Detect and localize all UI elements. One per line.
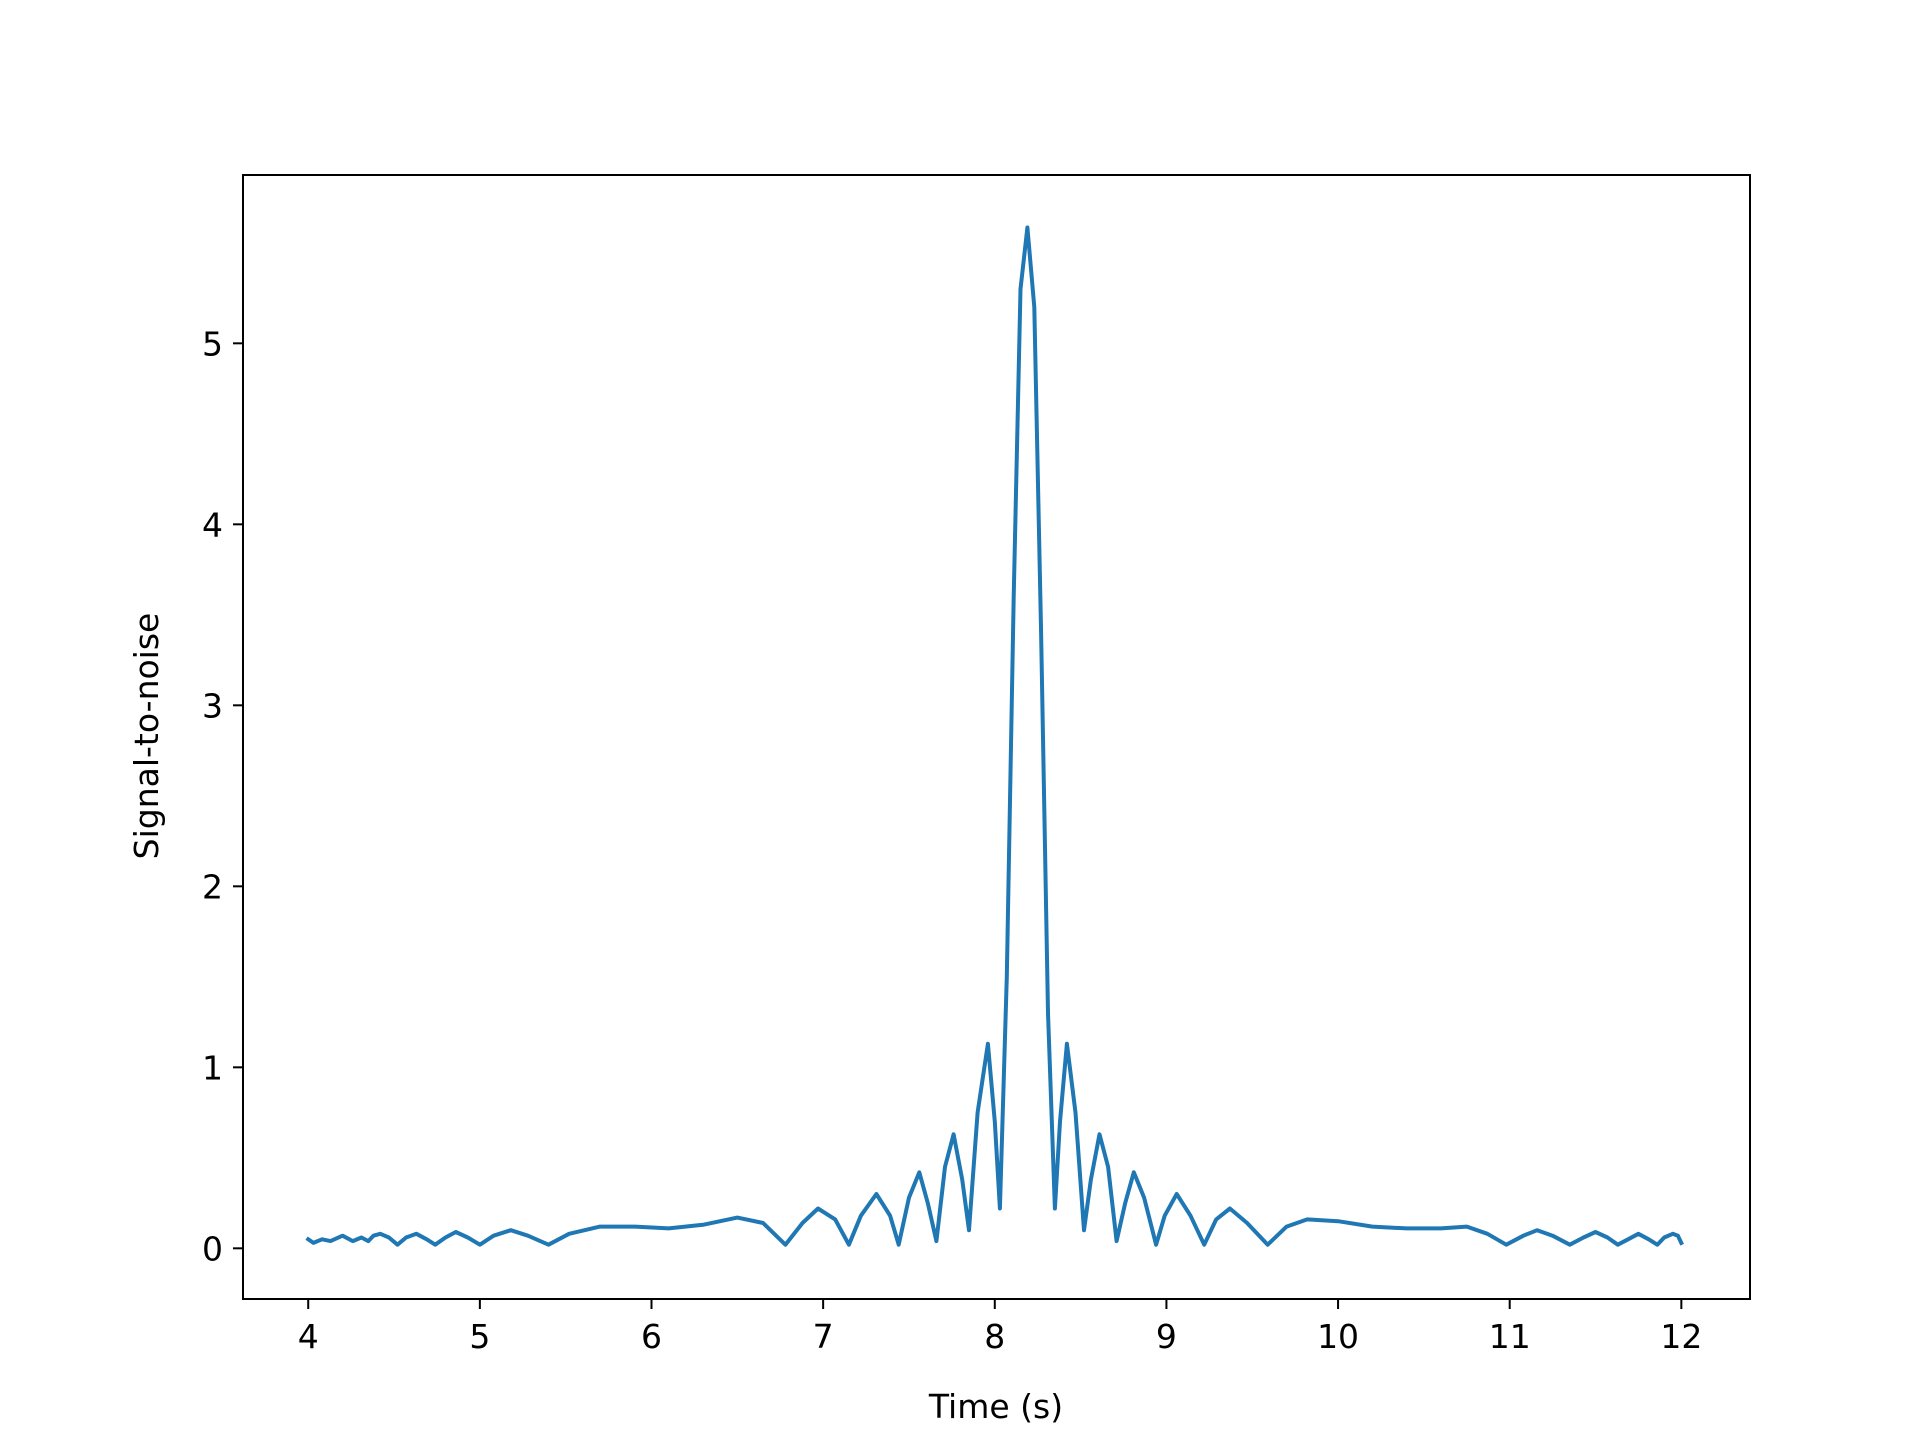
y-tick-label: 2 xyxy=(202,867,223,906)
x-tick-label: 6 xyxy=(641,1317,662,1356)
x-tick-label: 8 xyxy=(984,1317,1005,1356)
y-axis-ticks: 0 1 2 3 4 5 xyxy=(202,324,243,1268)
series-line-0 xyxy=(305,225,1684,1247)
y-tick-label: 4 xyxy=(202,505,223,544)
x-axis-label: Time (s) xyxy=(928,1387,1063,1426)
series-layer xyxy=(305,225,1684,1247)
x-tick-label: 5 xyxy=(469,1317,490,1356)
y-axis-label: Signal-to-noise xyxy=(127,613,166,860)
x-tick-label: 12 xyxy=(1660,1317,1702,1356)
x-tick-label: 4 xyxy=(298,1317,319,1356)
x-tick-label: 9 xyxy=(1156,1317,1177,1356)
x-axis-ticks: 4 5 6 7 8 9 10 11 12 xyxy=(298,1299,1702,1356)
plot-frame xyxy=(242,174,1751,1300)
x-tick-label: 10 xyxy=(1317,1317,1359,1356)
y-tick-label: 1 xyxy=(202,1048,223,1087)
y-tick-label: 5 xyxy=(202,324,223,363)
y-tick-label: 3 xyxy=(202,686,223,725)
y-tick-label: 0 xyxy=(202,1229,223,1268)
x-tick-label: 11 xyxy=(1489,1317,1531,1356)
x-tick-label: 7 xyxy=(813,1317,834,1356)
